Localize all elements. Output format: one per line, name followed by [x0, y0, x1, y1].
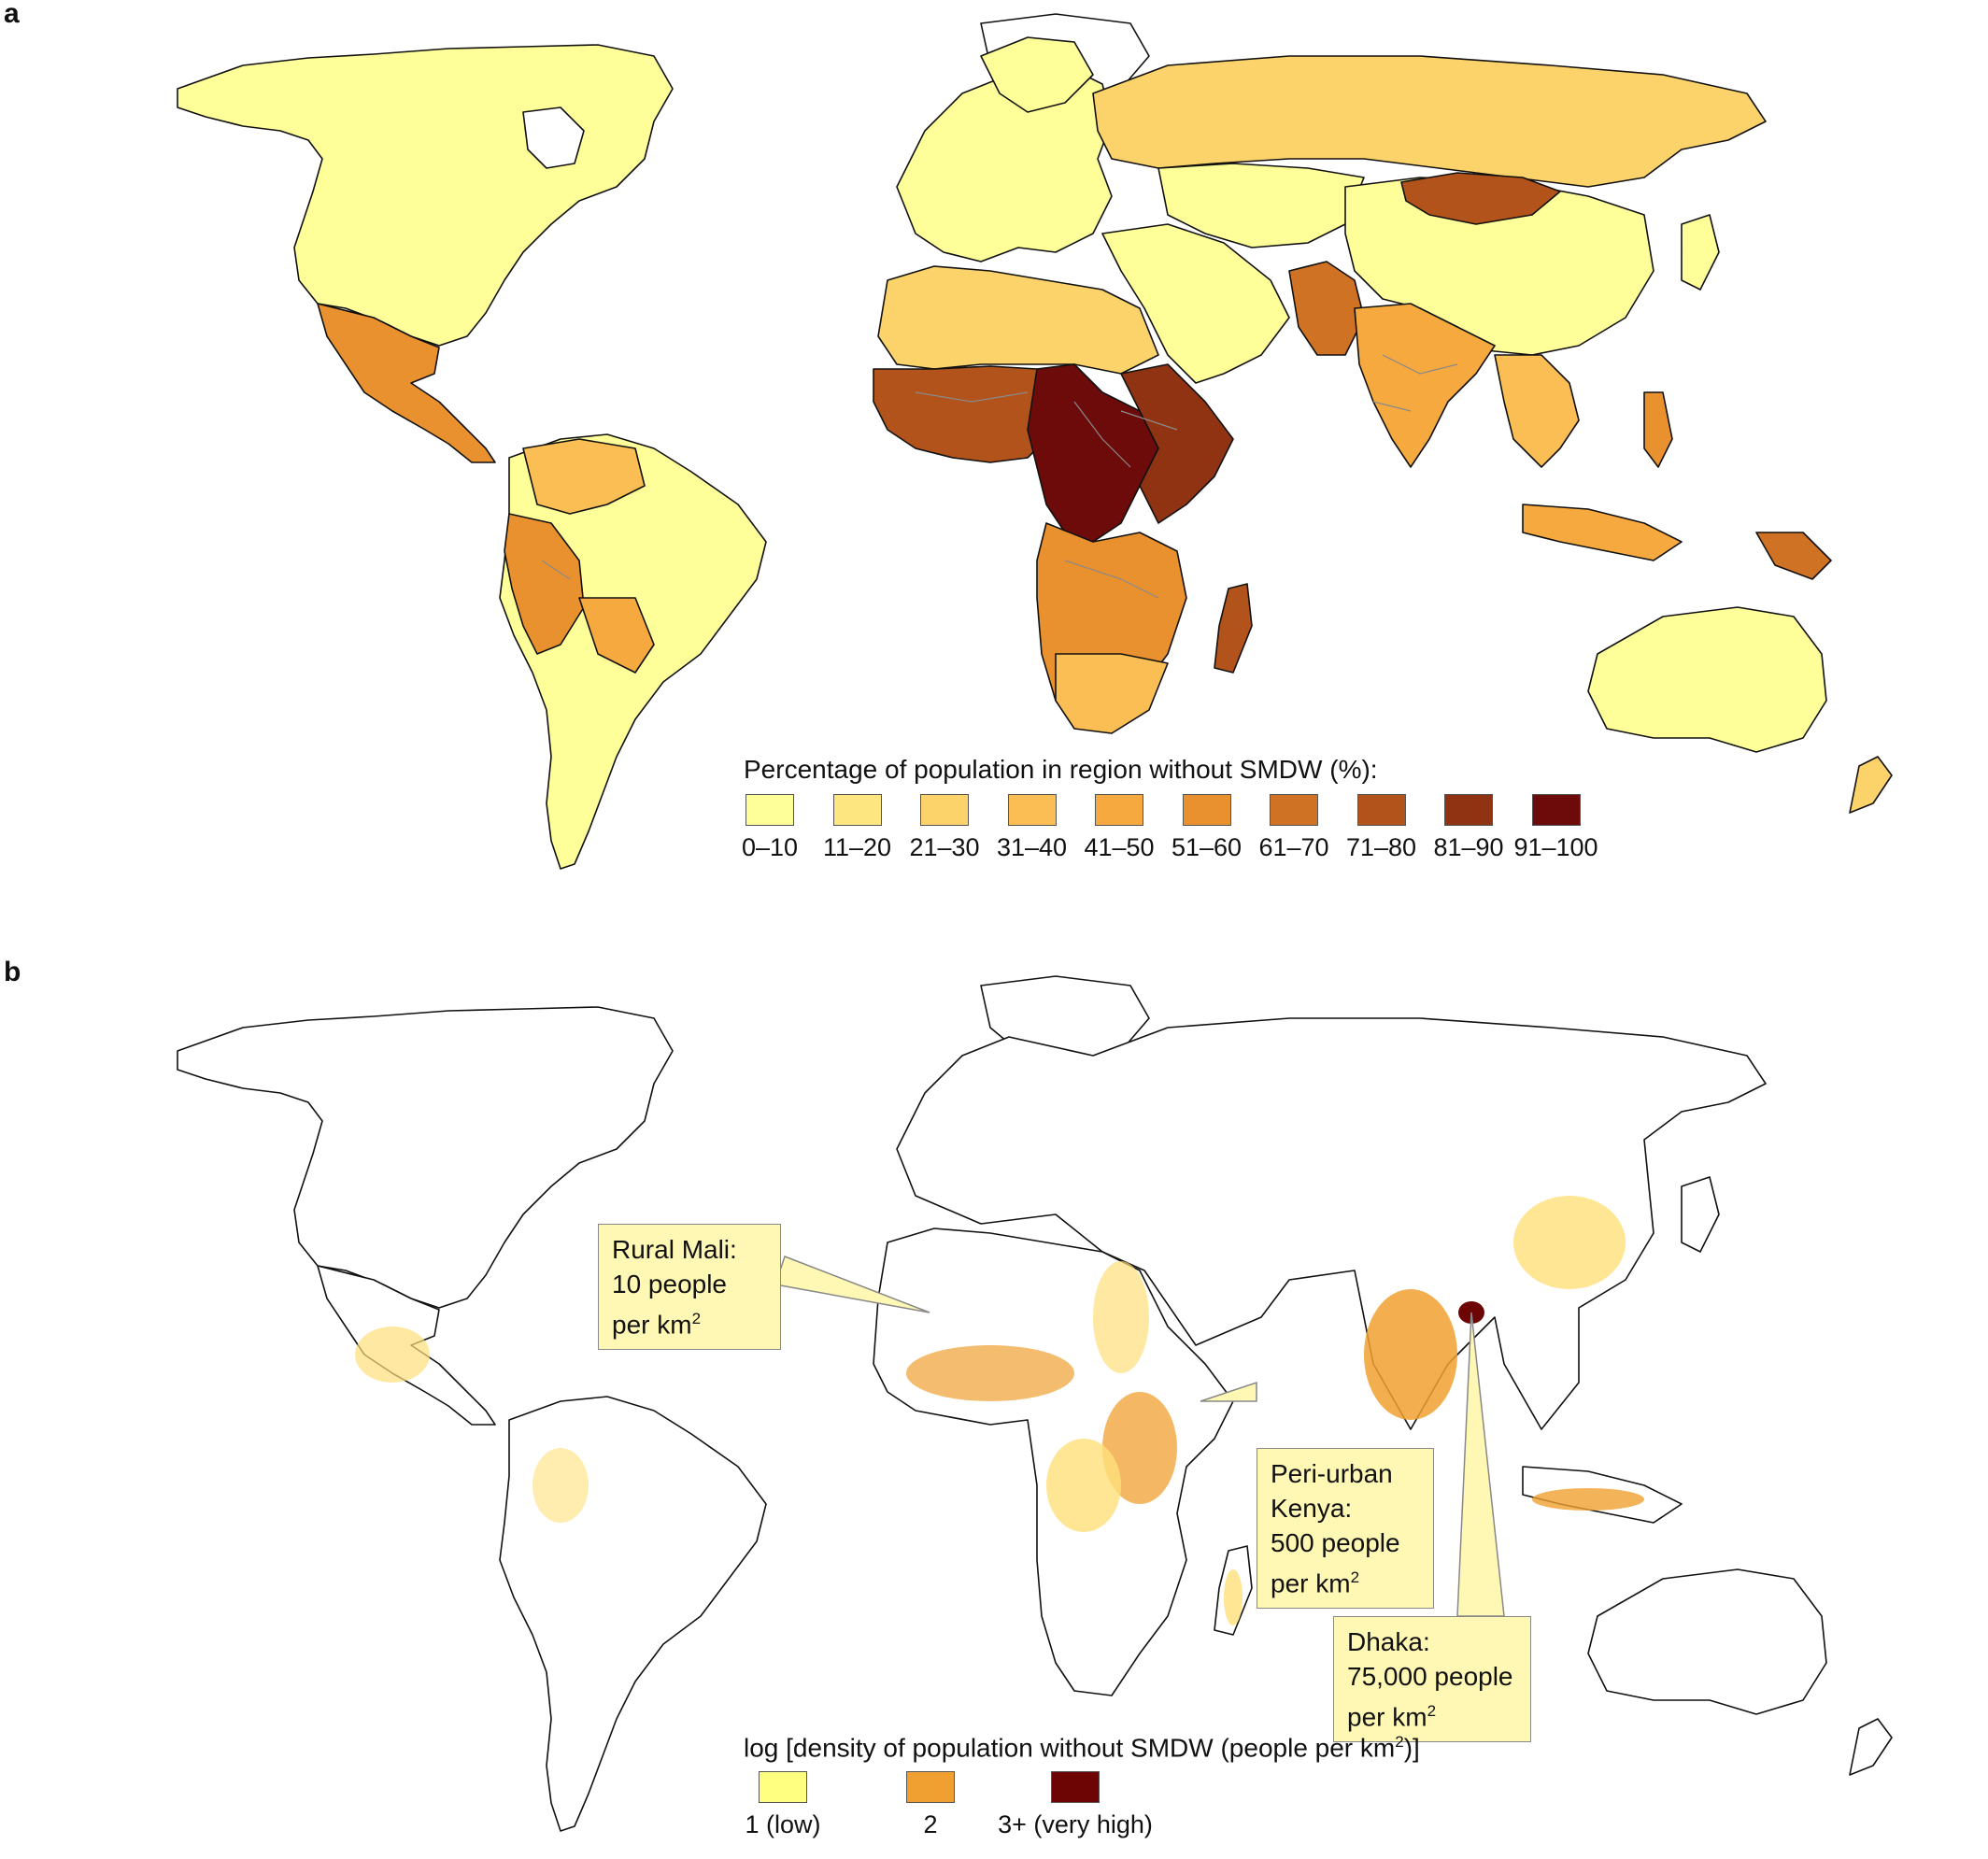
philippines	[1643, 391, 1673, 468]
australia	[1587, 606, 1827, 753]
southeast-asia	[1494, 354, 1580, 468]
legend-a-label: 81–90	[1433, 833, 1504, 861]
callout-kenya-line3: 500 people	[1271, 1528, 1400, 1557]
subnational-borders	[541, 354, 1458, 599]
middle-east	[1101, 223, 1290, 384]
central-africa	[1027, 363, 1159, 543]
callout-kenya-line1: Peri-urban	[1271, 1459, 1393, 1488]
legend-b-label: 1 (low)	[745, 1810, 821, 1838]
legend-a-label: 11–20	[822, 833, 892, 861]
north-america-outline	[177, 1006, 674, 1309]
legend-a-swatch	[1095, 794, 1143, 826]
afghanistan-pakistan	[1288, 261, 1365, 356]
legend-a-label: 21–30	[909, 833, 980, 861]
density-hotspots	[355, 1196, 1644, 1625]
colombia-venezuela	[522, 438, 646, 515]
australia-outline	[1587, 1568, 1827, 1715]
panel-b-label: b	[4, 957, 21, 987]
kenya-pointer	[1200, 1381, 1257, 1402]
choropleth-map-panel-a	[177, 13, 1893, 870]
indonesia	[1522, 504, 1683, 561]
legend-b-swatch	[1051, 1771, 1100, 1803]
callout-dhaka-line3: per km2	[1347, 1702, 1437, 1732]
hudson-bay	[522, 106, 585, 169]
andes-region	[504, 513, 585, 655]
mongolia	[1400, 172, 1561, 225]
callout-dhaka: Dhaka: 75,000 people per km2	[1333, 1616, 1531, 1743]
legend-b-swatch	[906, 1771, 955, 1803]
callout-dhaka-line2: 75,000 people	[1347, 1662, 1513, 1691]
callout-mali-line2: 10 people	[612, 1270, 728, 1298]
legend-b-label: 2	[923, 1810, 938, 1838]
eurasia-outline	[896, 1017, 1767, 1430]
callout-peri-urban-kenya: Peri-urban Kenya: 500 people per km2	[1257, 1448, 1434, 1610]
legend-a-swatch	[1444, 794, 1493, 826]
japan-outline	[1681, 1176, 1720, 1253]
callout-mali-line1: Rural Mali:	[612, 1235, 737, 1264]
india	[1354, 303, 1496, 468]
legend-a-swatch	[1531, 794, 1581, 826]
madagascar	[1214, 583, 1253, 674]
legend-a-title: Percentage of population in region witho…	[744, 755, 1378, 784]
legend-a-label: 31–40	[996, 833, 1068, 861]
legend-b-swatch	[759, 1771, 807, 1803]
scandinavia	[980, 36, 1094, 113]
east-africa	[1120, 363, 1234, 524]
legend-a-label: 41–50	[1084, 833, 1155, 861]
legend-a-label: 71–80	[1345, 833, 1417, 861]
dhaka-pointer	[1456, 1312, 1505, 1617]
density-map-panel-b	[177, 975, 1893, 1832]
legend-a-swatch	[920, 794, 969, 826]
legend-a-swatch	[1007, 794, 1057, 826]
mexico-central-america	[317, 303, 496, 463]
europe	[896, 64, 1113, 263]
north-america-landmass	[177, 44, 674, 347]
legend-a-swatch	[832, 794, 882, 826]
central-asia	[1157, 163, 1365, 248]
new-zealand	[1849, 756, 1893, 814]
legend-a-swatch	[1270, 794, 1318, 826]
legend-a-swatch	[1356, 794, 1406, 826]
panel-a-label: a	[4, 0, 20, 29]
bolivia-paraguay	[578, 597, 655, 674]
legend-a-label: 61–70	[1258, 833, 1329, 861]
callout-mali-line3: per km2	[612, 1310, 702, 1340]
legend-b-title: log [density of population without SMDW …	[744, 1733, 1420, 1763]
legend-a-label: 51–60	[1171, 833, 1242, 861]
north-africa	[877, 265, 1159, 375]
legend-a-swatch	[1182, 794, 1231, 826]
callout-dhaka-line1: Dhaka:	[1347, 1627, 1430, 1656]
west-africa	[873, 365, 1066, 463]
legend-a-label: 0–10	[741, 833, 799, 861]
papua-new-guinea	[1755, 532, 1832, 580]
legend-b-label: 3+ (very high)	[998, 1810, 1153, 1838]
japan	[1681, 214, 1720, 291]
legend-a-label: 91–100	[1513, 833, 1598, 861]
callout-kenya-line4: per km2	[1271, 1568, 1360, 1598]
callout-kenya-line2: Kenya:	[1271, 1494, 1353, 1523]
callout-rural-mali: Rural Mali: 10 people per km2	[598, 1224, 781, 1351]
legend-a-swatch	[746, 794, 794, 826]
south-africa	[1055, 653, 1169, 734]
new-zealand-outline	[1849, 1718, 1893, 1776]
